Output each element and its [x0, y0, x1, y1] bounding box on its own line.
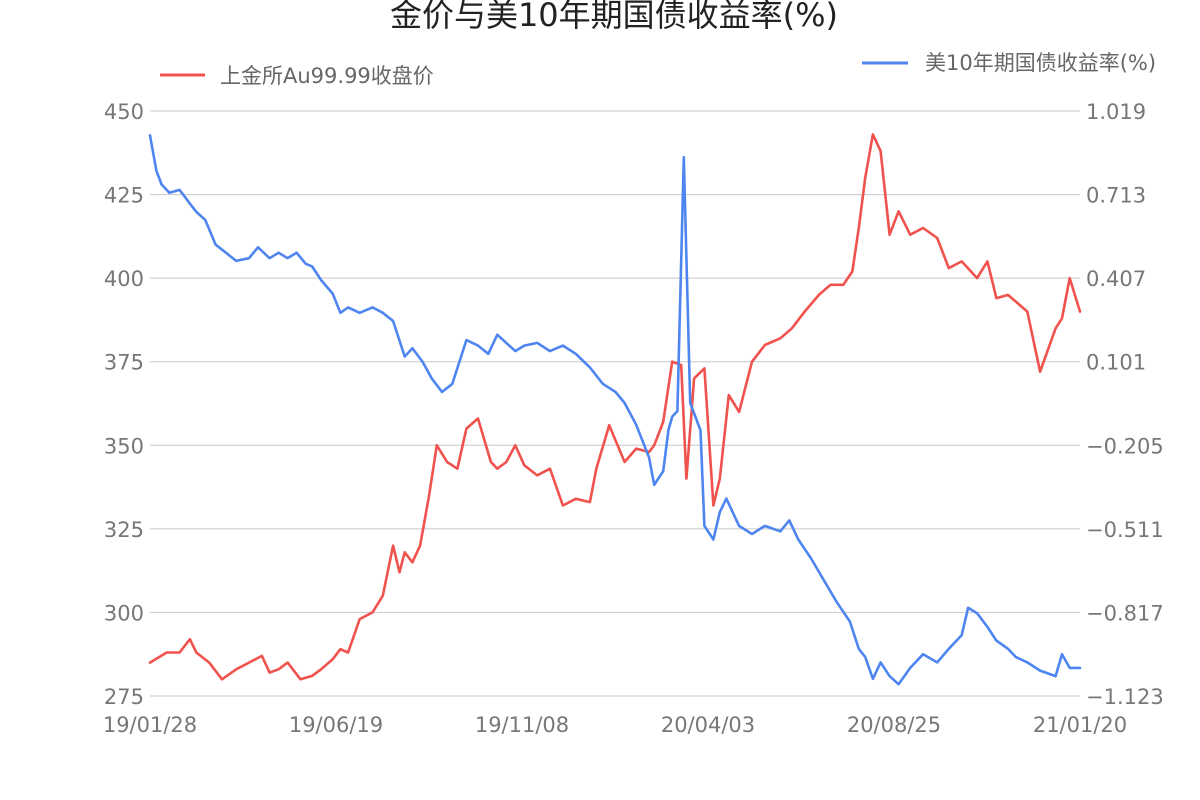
- x-tick-label: 19/06/19: [289, 713, 383, 737]
- series-layer: [148, 133, 1082, 686]
- x-tick-label: 20/08/25: [847, 713, 941, 737]
- y-right-tick-label: 0.407: [1086, 267, 1146, 291]
- y-right-tick-label: −1.123: [1086, 685, 1164, 709]
- y-left-tick-label: 275: [104, 685, 144, 709]
- x-tick-label: 19/01/28: [103, 713, 197, 737]
- y-left-tick-label: 375: [104, 351, 144, 375]
- y-right-tick-label: 0.101: [1086, 351, 1146, 375]
- y-left-tick-label: 400: [104, 267, 144, 291]
- legend-label-yield: 美10年期国债收益率(%): [925, 51, 1156, 75]
- left-axis-ticks: 450 425 400 375 350 325 300 275: [104, 100, 144, 709]
- chart-title: 金价与美10年期国债收益率(%): [390, 0, 838, 34]
- y-left-tick-label: 350: [104, 434, 144, 458]
- y-right-tick-label: −0.817: [1086, 601, 1164, 625]
- legend-label-gold: 上金所Au99.99收盘价: [220, 64, 434, 88]
- y-right-tick-label: −0.205: [1086, 434, 1164, 458]
- y-left-tick-label: 450: [104, 100, 144, 124]
- y-left-tick-label: 325: [104, 518, 144, 542]
- y-right-tick-label: 0.713: [1086, 184, 1146, 208]
- x-tick-label: 19/11/08: [475, 713, 569, 737]
- x-tick-label: 20/04/03: [661, 713, 755, 737]
- gridlines: [150, 110, 1080, 697]
- series-line-gold-price: [148, 133, 1082, 681]
- x-tick-label: 21/01/20: [1033, 713, 1127, 737]
- y-left-tick-label: 425: [104, 184, 144, 208]
- x-axis-ticks: 19/01/28 19/06/19 19/11/08 20/04/03 20/08/25…: [103, 713, 1127, 737]
- y-left-tick-label: 300: [104, 601, 144, 625]
- y-right-tick-label: 1.019: [1086, 100, 1146, 124]
- series-line-treasury-yield: [148, 134, 1082, 686]
- legend: 上金所Au99.99收盘价 美10年期国债收益率(%): [160, 51, 1156, 88]
- right-axis-ticks: 1.019 0.713 0.407 0.101 −0.205 −0.511 −0.817 −1…: [1086, 100, 1164, 709]
- y-right-tick-label: −0.511: [1086, 518, 1164, 542]
